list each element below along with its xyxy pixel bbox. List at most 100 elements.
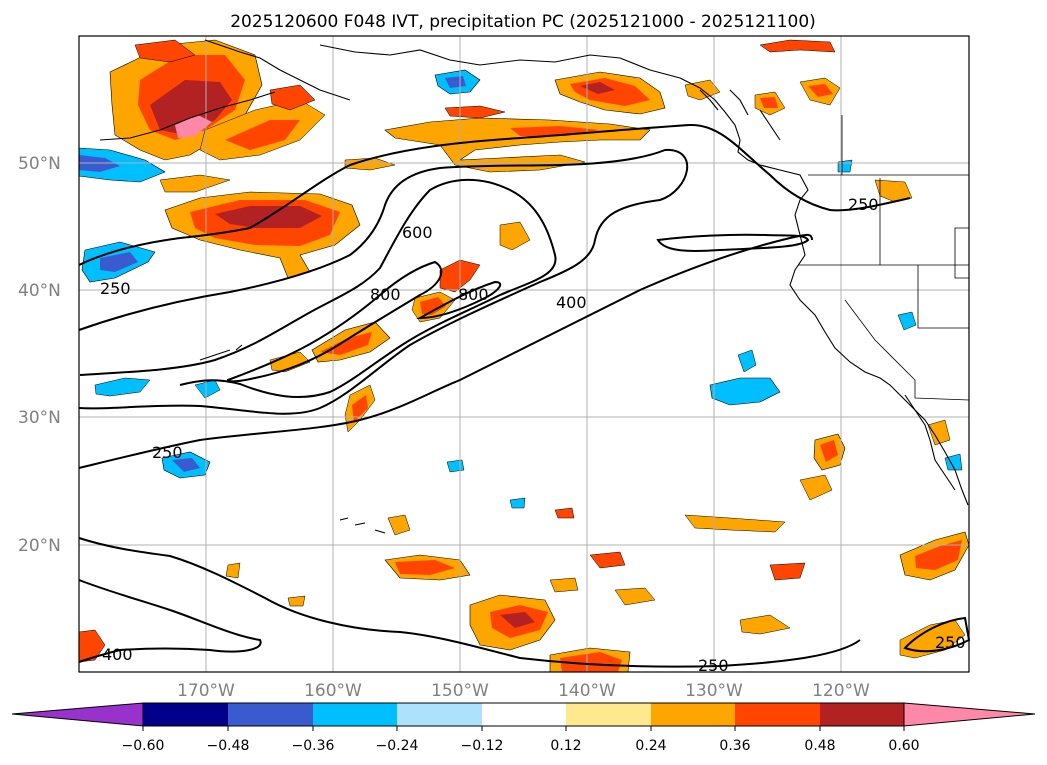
colorbar: −0.60 −0.48 −0.36 −0.24 −0.12 0.12 0.24 …	[11, 702, 1036, 754]
ivt-contour-600	[79, 178, 557, 398]
colorbar-ticks	[142, 726, 905, 731]
precip-patch	[837, 159, 853, 173]
contour-label: 250	[100, 279, 131, 298]
precip-patch	[589, 551, 626, 569]
map-frame	[78, 35, 970, 673]
precip-patch	[446, 459, 465, 473]
precip-patch	[554, 507, 575, 519]
precip-patch	[709, 377, 781, 406]
ivt-contour-250	[78, 537, 861, 668]
lat-label: 30°N	[18, 408, 61, 428]
precip-patch	[549, 577, 579, 593]
colorbar-bin	[313, 703, 397, 726]
ivt-contour-400	[78, 148, 689, 415]
precip-patch	[509, 497, 526, 509]
lon-label: 170°W	[177, 681, 235, 701]
colorbar-bin	[735, 703, 820, 726]
precip-patch	[944, 453, 963, 471]
precip-patch	[100, 252, 138, 272]
precip-patch	[580, 82, 615, 94]
latitude-labels: 50°N 40°N 30°N 20°N	[18, 154, 61, 556]
ivt-contour-250	[78, 233, 813, 469]
ivt-contour-250	[903, 616, 971, 653]
precip-patch	[560, 652, 622, 672]
colorbar-tick-label: −0.48	[207, 738, 250, 754]
colorbar-bin	[397, 703, 482, 726]
ivt-contour-250	[78, 123, 911, 266]
precip-patch	[500, 612, 535, 628]
lat-label: 20°N	[18, 536, 61, 556]
precip-patch	[684, 514, 786, 533]
precip-patch	[820, 440, 838, 462]
contour-label: 800	[458, 285, 489, 304]
colorbar-outline	[142, 702, 905, 727]
precip-patch	[78, 147, 166, 183]
lon-label: 160°W	[304, 681, 362, 701]
map-gridlines	[79, 36, 969, 672]
contour-label: 250	[152, 443, 183, 462]
precip-patch	[760, 97, 778, 108]
ivt-contour-400	[656, 233, 810, 252]
lon-label: 140°W	[558, 681, 616, 701]
contour-label: 600	[402, 223, 433, 242]
colorbar-tick-label: 0.36	[719, 738, 750, 754]
ivt-contour-800	[226, 260, 443, 383]
precip-patch	[225, 562, 241, 579]
colorbar-under-triangle	[11, 702, 144, 727]
colorbar-tick-label: 0.48	[804, 738, 835, 754]
colorbar-bin	[228, 703, 313, 726]
precip-patch	[927, 419, 951, 446]
precip-patch	[172, 458, 200, 472]
colorbar-bin	[566, 703, 651, 726]
precip-patch	[420, 297, 446, 315]
precip-patch	[194, 379, 221, 399]
colorbar-tick-label: −0.24	[376, 738, 419, 754]
colorbar-tick-label: −0.60	[122, 738, 165, 754]
colorbar-bin	[143, 703, 228, 726]
precip-patch	[899, 619, 966, 659]
lat-label: 50°N	[18, 154, 61, 174]
lat-label: 40°N	[18, 281, 61, 301]
contour-labels: 250 250 250 250 250 400 400 600 800 800	[100, 195, 966, 675]
precip-patch	[915, 540, 962, 570]
colorbar-bin	[482, 703, 566, 726]
lon-label: 130°W	[685, 681, 743, 701]
precip-patch	[759, 39, 836, 53]
precip-patch	[269, 84, 316, 111]
contour-label: 400	[102, 645, 133, 664]
precip-patch	[739, 614, 791, 635]
precip-patch	[387, 514, 411, 536]
political-borders	[798, 115, 970, 401]
colorbar-over-triangle	[903, 702, 1036, 727]
precip-patch	[175, 115, 212, 138]
precip-patch	[808, 84, 833, 97]
colorbar-tick-label: 0.12	[550, 738, 581, 754]
precip-patch	[134, 39, 196, 63]
precip-patch	[614, 587, 656, 606]
precip-patch	[150, 80, 232, 135]
colorbar-tick-label: −0.12	[461, 738, 504, 754]
lon-label: 150°W	[431, 681, 489, 701]
figure-title: 2025120600 F048 IVT, precipitation PC (2…	[230, 12, 816, 32]
precip-patch	[269, 351, 311, 373]
precip-patch	[395, 560, 455, 575]
ivt-contour-400	[78, 579, 262, 663]
precip-patch	[225, 120, 300, 150]
colorbar-bin	[820, 703, 904, 726]
precipitation-shading	[78, 39, 970, 673]
lon-label: 120°W	[812, 681, 870, 701]
colorbar-bin	[651, 703, 735, 726]
ivt-contours	[78, 123, 971, 668]
map-panel: 250 250 250 250 250 400 400 600 800 800	[78, 35, 971, 675]
colorbar-tick-label: 0.24	[635, 738, 666, 754]
precip-patch	[799, 474, 833, 501]
precip-patch	[769, 562, 806, 581]
colorbar-tick-labels: −0.60 −0.48 −0.36 −0.24 −0.12 0.12 0.24 …	[122, 738, 920, 754]
precip-patch	[445, 76, 466, 88]
precip-patch	[499, 221, 531, 251]
precip-patch	[94, 377, 151, 397]
precip-patch	[897, 311, 917, 331]
contour-label: 250	[848, 195, 879, 214]
coastlines	[99, 39, 969, 534]
